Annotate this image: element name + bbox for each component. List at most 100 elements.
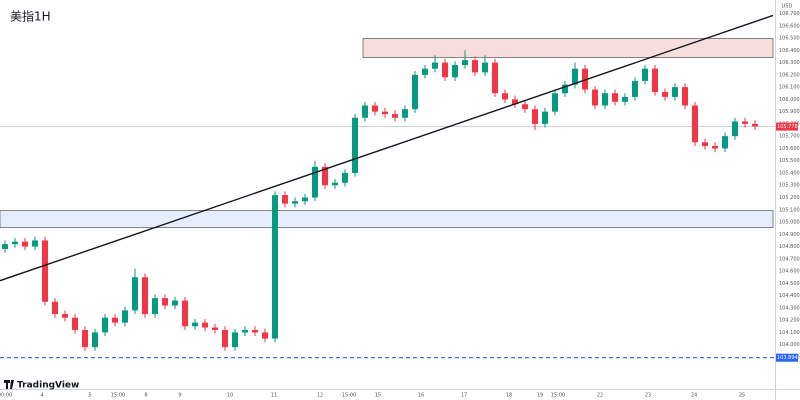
x-tick-label: 8 [144,393,147,399]
zone [362,38,774,58]
y-tick-label: 106.400 [779,48,800,54]
candle-body [172,300,178,306]
y-tick-label: 105.500 [779,158,800,164]
candle-body [582,68,588,90]
y-tick-label: 104.500 [779,281,800,287]
candle-body [182,300,188,327]
currency: USD [782,4,793,10]
candle-body [522,104,528,110]
candle-body [112,317,118,323]
x-tick-label: 5 [88,393,91,399]
candle-body [532,109,538,124]
candle-body [62,314,68,318]
candle-body [12,241,18,245]
x-tick-label: 00:00 [0,393,12,399]
candle-body [412,74,418,110]
x-tick-label: 11 [271,393,277,399]
y-tick-label: 104.000 [779,342,800,348]
y-tick-label: 106.100 [779,85,800,91]
zone [0,210,774,229]
x-tick-label: 19 [537,393,543,399]
candle-body [32,240,38,247]
candle-body [512,99,518,105]
candle-body [612,93,618,102]
y-tick-label: 106.600 [779,23,800,29]
y-tick-label: 104.700 [779,256,800,262]
candle-body [472,60,478,73]
y-tick-label: 106.500 [779,36,800,42]
candle-body [52,301,58,315]
candle-body [402,109,408,118]
candle-body [272,195,278,339]
y-tick-label: 106.700 [779,11,800,17]
candle-body [252,329,258,333]
candle-body [652,68,658,93]
candle-body [732,121,738,137]
candle-body [42,240,48,302]
y-tick-label: 104.800 [779,244,800,250]
brand-logo: TradingView [4,380,79,391]
candle-body [242,329,248,333]
y-tick-label: 106.000 [779,97,800,103]
candle-body [632,80,638,97]
candle-body [572,68,578,85]
y-tick-label: 104.600 [779,269,800,275]
candle-body [312,166,318,198]
candle-body [202,322,208,328]
y-tick-label: 105.700 [779,134,800,140]
candle-body [752,123,758,127]
price-level-label: 105.778 [777,124,798,130]
candle-body [562,84,568,94]
x-tick-label: 12 [317,393,323,399]
candle-body [672,87,678,97]
candle-body [362,105,368,118]
price-level-tag [776,122,798,131]
candle-body [342,172,348,183]
candle-body [432,62,438,69]
candle-body [722,136,728,149]
candle-body [442,62,448,78]
candle-body [622,96,628,102]
candle-body [702,142,708,146]
candle-body [102,317,108,333]
y-tick-label: 105.900 [779,109,800,115]
candle-body [492,62,498,94]
candle-body [592,89,598,106]
candle-body [332,182,338,186]
x-tick-label: 4 [40,393,43,399]
candle-body [502,93,508,100]
x-tick-label: 15:00 [111,393,125,399]
candle-body [602,93,608,106]
candle-body [22,241,28,247]
x-tick-label: 15:00 [551,393,565,399]
candle-body [462,60,468,66]
candle-body [382,111,388,115]
candle-body [662,92,668,97]
candle-body [482,62,488,73]
candle-body [372,105,378,112]
candle-body [392,114,398,118]
chart-title: 美指1H [10,9,51,24]
y-tick-label: 105.600 [779,146,800,152]
brand-name: TradingView [17,381,79,391]
candle-body [542,111,548,124]
candle-body [452,65,458,78]
y-tick-label: 106.200 [779,72,800,78]
x-tick-label: 24 [691,393,697,399]
y-tick-label: 105.200 [779,195,800,201]
candle-body [232,332,238,348]
candle-body [322,166,328,186]
candle-body [682,87,688,106]
trendline [0,14,774,282]
candle-body [212,327,218,330]
y-tick-label: 104.900 [779,232,800,238]
candle-body [422,68,428,75]
candle-body [712,145,718,149]
y-tick-label: 106.300 [779,60,800,66]
candle-body [122,310,128,323]
candle-body [282,195,288,204]
x-tick-label: 15 [375,393,381,399]
x-tick-label: 17 [461,393,467,399]
